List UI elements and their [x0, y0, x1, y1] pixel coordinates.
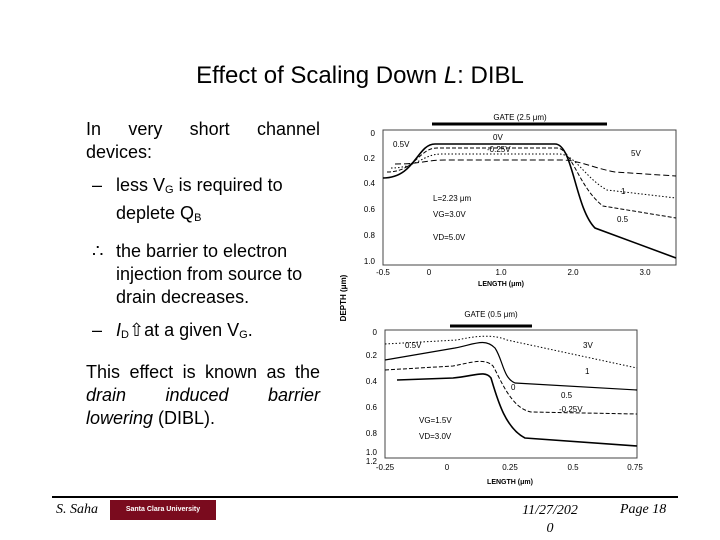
parameter-label: L=2.23 μm [433, 194, 472, 203]
length-tick: 2.0 [567, 268, 579, 277]
length-tick: -0.5 [376, 268, 390, 277]
contour-label: 0.5V [405, 341, 422, 350]
potential-contour-figure: DEPTH (μm) GATE (2.5 μm) 0 0.2 0.4 0.6 0… [339, 113, 677, 486]
depth-tick: 0.6 [364, 205, 376, 214]
depth-tick: 0.8 [364, 231, 376, 240]
depth-tick: 0.2 [364, 154, 376, 163]
length-tick: 0.75 [627, 463, 643, 472]
contour-label: 3V [583, 341, 593, 350]
depth-tick: 0.8 [366, 429, 378, 438]
contour-label: 0V [493, 133, 503, 142]
university-logo: Santa Clara University [110, 500, 216, 520]
depth-tick: 0.4 [366, 377, 378, 386]
contour-label: -0.25V [559, 405, 583, 414]
depth-tick: 1.2 [366, 457, 378, 466]
top-contour-plot: GATE (2.5 μm) 0 0.2 0.4 0.6 0.8 1.0 -0.5… [364, 113, 677, 288]
sub-bullet-less-vg: – less VG is required to deplete QB [92, 175, 283, 224]
gate-label: GATE (2.5 μm) [493, 113, 547, 122]
contour-label: 0 [511, 383, 516, 392]
parameter-label: VD=3.0V [419, 432, 452, 441]
contour-label: 1 [621, 187, 626, 196]
footer-rule [52, 496, 678, 498]
depth-tick: 0.2 [366, 351, 378, 360]
bullet-list: In very short channel devices: – less VG… [86, 118, 320, 430]
parameter-label: VD=5.0V [433, 233, 466, 242]
contour-label: 5V [631, 149, 641, 158]
length-axis-label: LENGTH (μm) [478, 281, 524, 288]
length-tick: -0.25 [376, 463, 395, 472]
footer-author: S. Saha [56, 502, 98, 517]
length-axis-label: LENGTH (μm) [487, 479, 533, 486]
sub-bullet-id-increase: – ID⇧at a given VG. [92, 320, 253, 341]
depth-axis-label: DEPTH (μm) [339, 274, 348, 321]
depth-tick: 0 [373, 328, 378, 337]
contour-label: 1 [585, 367, 590, 376]
depth-tick: 0.6 [366, 403, 378, 412]
bottom-contour-plot: GATE (0.5 μm) 0 0.2 0.4 0.6 0.8 1.0 1.2 … [366, 310, 643, 486]
length-tick: 0 [445, 463, 450, 472]
footer-date: 11/27/202 0 [522, 503, 578, 536]
contour-label: -0.25V [487, 145, 511, 154]
depth-tick: 0.4 [364, 179, 376, 188]
parameter-label: VG=1.5V [419, 416, 452, 425]
length-tick: 0 [427, 268, 432, 277]
length-tick: 0.5 [567, 463, 579, 472]
sub-bullet-barrier: ∴ the barrier to electron injection from… [92, 241, 303, 307]
gate-label: GATE (0.5 μm) [464, 310, 518, 319]
contour-label: 0.5 [561, 391, 573, 400]
depth-tick: 1.0 [364, 257, 376, 266]
length-tick: 0.25 [502, 463, 518, 472]
slide-title: Effect of Scaling Down L: DIBL [196, 62, 524, 89]
footer-page-number: Page 18 [620, 502, 667, 517]
contour-label: 0.5 [617, 215, 629, 224]
dash-marker: – [92, 320, 103, 340]
length-tick: 1.0 [495, 268, 507, 277]
bullet-intro: In very short channel devices: [86, 119, 320, 162]
up-arrow-icon: ⇧ [128, 320, 145, 340]
depth-tick: 0 [371, 129, 376, 138]
parameter-label: VG=3.0V [433, 210, 466, 219]
contour-label: 0.5V [393, 140, 410, 149]
dibl-paragraph: This effect is known as the drain induce… [86, 362, 320, 428]
dash-marker: – [92, 175, 103, 195]
depth-tick: 1.0 [366, 448, 378, 457]
length-tick: 3.0 [639, 268, 651, 277]
therefore-marker: ∴ [92, 241, 104, 261]
